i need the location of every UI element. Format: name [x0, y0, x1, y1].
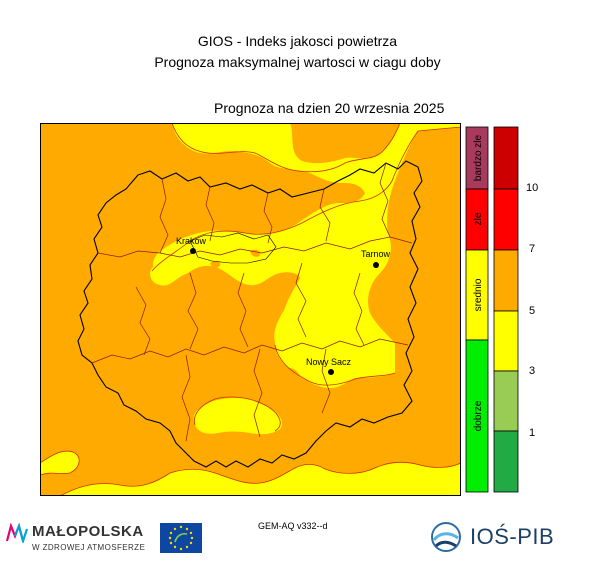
- yellow-region-south-bottom: [60, 462, 461, 496]
- voivodeship-border: [77, 160, 423, 468]
- city-marker-krakow: [190, 248, 196, 254]
- legend-scale-light-green: [493, 370, 519, 432]
- legend-scale-yellow: [493, 310, 519, 372]
- city-label-krakow: Krakow: [176, 236, 207, 246]
- malopolska-logo-icon: [6, 523, 29, 543]
- malopolska-logo-text: MAŁOPOLSKA: [32, 523, 144, 540]
- eu-life-logo-icon: [160, 523, 202, 553]
- legend-scale-green: [493, 430, 519, 493]
- ios-pib-logo-icon: [431, 522, 461, 552]
- legend-label-dobrze: dobrze: [473, 400, 484, 431]
- city-label-tarnow: Tarnow: [361, 249, 391, 259]
- county-borders: [91, 162, 413, 442]
- yellow-region-krakow: [152, 215, 340, 273]
- city-label-nowy-sacz: Nowy Sacz: [306, 357, 352, 367]
- red-contour-bottom: [59, 461, 461, 496]
- legend-tick-1: 1: [529, 427, 535, 439]
- legend-category-dobrze: [465, 339, 489, 493]
- yellow-region-north: [150, 123, 461, 388]
- red-contour-west: [40, 450, 80, 476]
- legend-scale-dark-red: [493, 126, 519, 190]
- orange-inset-1: [210, 260, 221, 268]
- legend-label-srednio: srednio: [473, 278, 484, 311]
- ios-pib-logo-text: IOŚ-PIB: [470, 524, 555, 549]
- legend-tick-3: 3: [529, 365, 535, 377]
- model-version-label: GEM-AQ v332--d: [258, 521, 328, 531]
- legend-label-zle: zle: [473, 212, 484, 225]
- malopolska-logo-subtitle: W ZDROWEJ ATMOSFERZE: [32, 543, 146, 552]
- red-contour-north: [171, 123, 401, 173]
- forecast-map: Krakow Tarnow Nowy Sacz: [40, 123, 461, 496]
- forecast-date-label: Prognoza na dzien 20 wrzesnia 2025: [214, 100, 445, 116]
- city-marker-tarnow: [373, 262, 379, 268]
- aqi-legend: bardzo zle zle srednio dobrze 10 7 5 3 1: [465, 126, 538, 493]
- legend-tick-10: 10: [526, 182, 538, 194]
- krakow-outline: [189, 232, 277, 264]
- title-line-2: Prognoza maksymalnej wartosci w ciagu do…: [154, 54, 441, 70]
- red-contour-southpatch: [193, 396, 281, 432]
- yellow-region-south: [193, 398, 283, 435]
- legend-scale-orange: [493, 249, 519, 312]
- title-line-1: GIOS - Indeks jakosci powietrza: [197, 33, 398, 49]
- legend-tick-5: 5: [529, 305, 535, 317]
- city-marker-nowy-sacz: [328, 369, 334, 375]
- legend-tick-7: 7: [529, 243, 535, 255]
- map-background-orange: [40, 123, 461, 496]
- red-contour-south: [274, 344, 396, 386]
- legend-scale-red: [493, 188, 519, 251]
- map-frame: [40, 123, 461, 496]
- legend-label-bardzo-zle: bardzo zle: [473, 134, 484, 181]
